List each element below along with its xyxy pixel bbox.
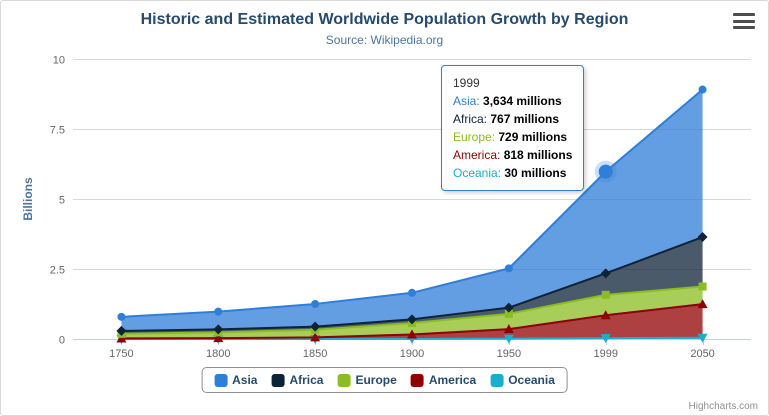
area-america[interactable] — [121, 304, 703, 339]
point-africa[interactable] — [697, 232, 708, 243]
tooltip-series-value: 729 millions — [498, 130, 568, 144]
point-america[interactable] — [600, 310, 611, 320]
tooltip-series-value: 30 millions — [504, 166, 567, 180]
hamburger-icon — [733, 26, 755, 29]
point-asia[interactable] — [117, 312, 126, 321]
point-america[interactable] — [116, 333, 127, 343]
x-axis-tick-label: 1750 — [109, 348, 133, 360]
hover-point[interactable] — [598, 164, 613, 179]
tooltip: 1999 Asia: 3,634 millions Africa: 767 mil… — [441, 65, 585, 191]
point-africa[interactable] — [310, 321, 321, 332]
legend-item-oceania[interactable]: Oceania — [490, 373, 555, 387]
point-africa[interactable] — [503, 302, 514, 313]
legend-swatch-europe — [337, 373, 351, 387]
point-oceania[interactable] — [600, 334, 611, 344]
tooltip-header: 1999 — [453, 76, 480, 90]
chart-title: Historic and Estimated Worldwide Populat… — [140, 11, 629, 28]
hamburger-icon — [733, 13, 755, 16]
x-axis-tick-label: 1850 — [303, 348, 327, 360]
point-africa[interactable] — [116, 325, 127, 336]
point-america[interactable] — [697, 299, 708, 309]
point-europe[interactable] — [698, 282, 707, 291]
point-america[interactable] — [213, 333, 224, 343]
y-axis-tick-label: 5 — [59, 195, 65, 207]
point-asia[interactable] — [698, 85, 707, 94]
series-areas — [121, 89, 703, 339]
tooltip-series-value: 3,634 millions — [483, 94, 562, 108]
tooltip-series-name: Africa: — [453, 112, 491, 126]
legend-item-america[interactable]: America — [410, 373, 477, 387]
credits-link[interactable]: Highcharts.com — [688, 401, 758, 412]
point-europe[interactable] — [504, 309, 513, 318]
tooltip-row: America: 818 millions — [453, 146, 572, 164]
x-axis-tick-label: 1950 — [497, 348, 521, 360]
y-axis-tick-label: 10 — [53, 55, 65, 67]
area-africa[interactable] — [121, 237, 703, 334]
chart-subtitle: Source: Wikipedia.org — [325, 33, 444, 47]
y-axis-tick-label: 7.5 — [50, 125, 65, 137]
tooltip-series-name: Europe: — [453, 130, 499, 144]
tooltip-row: Oceania: 30 millions — [453, 164, 572, 182]
tooltip-rows: Asia: 3,634 millions Africa: 767 millions… — [453, 92, 572, 182]
point-america[interactable] — [407, 329, 417, 339]
point-africa[interactable] — [407, 314, 417, 325]
legend-item-europe[interactable]: Europe — [337, 373, 397, 387]
legend-label: America — [428, 373, 477, 387]
legend-swatch-oceania — [490, 373, 504, 387]
x-axis-tick-label: 2050 — [690, 348, 714, 360]
legend-label: Asia — [232, 373, 258, 387]
tooltip-row: Asia: 3,634 millions — [453, 92, 572, 110]
y-axis-tick-label: 2.5 — [50, 265, 65, 277]
point-america[interactable] — [503, 324, 514, 334]
legend-label: Oceania — [508, 373, 555, 387]
series-lines — [116, 85, 708, 344]
x-axis-tick-label: 1800 — [206, 348, 230, 360]
tooltip-series-value: 818 millions — [503, 148, 573, 162]
point-asia[interactable] — [214, 307, 223, 316]
legend-item-africa[interactable]: Africa — [271, 373, 323, 387]
point-asia[interactable] — [311, 299, 320, 308]
legend: Asia Africa Europe America Oceania — [201, 367, 568, 393]
legend-label: Europe — [355, 373, 397, 387]
legend-swatch-africa — [271, 373, 285, 387]
point-oceania[interactable] — [697, 333, 708, 343]
tooltip-series-name: America: — [453, 148, 504, 162]
x-axis-tick-label: 1900 — [400, 348, 424, 360]
point-europe[interactable] — [601, 290, 610, 299]
legend-swatch-america — [410, 373, 424, 387]
tooltip-row: Africa: 767 millions — [453, 110, 572, 128]
tooltip-row: Europe: 729 millions — [453, 128, 572, 146]
y-axis-tick-label: 0 — [59, 335, 65, 347]
tooltip-series-name: Asia: — [453, 94, 484, 108]
hamburger-icon — [733, 19, 755, 23]
tooltip-series-value: 767 millions — [490, 112, 560, 126]
x-axis-tick-label: 1999 — [593, 348, 617, 360]
point-asia[interactable] — [408, 288, 416, 297]
legend-item-asia[interactable]: Asia — [214, 373, 257, 387]
point-africa[interactable] — [213, 324, 224, 335]
point-asia[interactable] — [504, 264, 513, 273]
legend-label: Africa — [289, 373, 324, 387]
export-menu-button[interactable] — [733, 13, 755, 29]
tooltip-series-name: Oceania: — [453, 166, 505, 180]
point-oceania[interactable] — [503, 334, 514, 344]
point-america[interactable] — [310, 332, 321, 342]
point-africa[interactable] — [600, 268, 611, 279]
area-asia[interactable] — [121, 89, 703, 331]
legend-swatch-asia — [214, 373, 228, 387]
